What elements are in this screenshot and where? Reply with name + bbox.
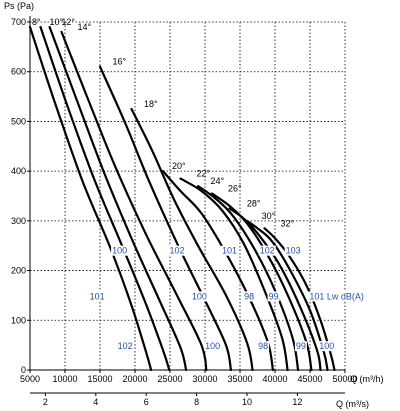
x2-tick-label: 2 [43, 397, 48, 407]
angle-label: 12° [61, 17, 75, 27]
axes: 0 100 200 300 400 500 600 700 5000 10000 15000 2000… [11, 16, 358, 407]
lw-label: 99 [269, 291, 279, 301]
x-tick-label: 25000 [157, 374, 182, 384]
y-tick-label: 400 [11, 166, 26, 176]
lw-label: 102 [260, 246, 275, 256]
x-tick-label: 35000 [227, 374, 252, 384]
angle-label: 28° [247, 198, 261, 208]
blade-angle-curves [28, 25, 336, 372]
lw-label-backing [116, 341, 134, 352]
curve-14-deg [60, 30, 208, 372]
curve-8-deg [28, 25, 153, 372]
angle-label: 16° [113, 57, 127, 67]
y-tick-label: 0 [21, 365, 26, 375]
curve-12-deg [48, 25, 188, 372]
x-tick-label: 10000 [52, 374, 77, 384]
angle-label: 30° [262, 211, 276, 221]
lw-label-backing [318, 341, 336, 352]
lw-label: 101 [90, 291, 105, 301]
angle-label: 14° [78, 22, 92, 32]
lw-label-backing [204, 341, 222, 352]
lw-label: 100 [319, 341, 334, 351]
lw-label-backing [88, 291, 106, 302]
x-tick-label: 45000 [297, 374, 322, 384]
curve-16-deg [98, 65, 232, 372]
lw-label: 100 [205, 341, 220, 351]
lw-label: 98 [258, 341, 268, 351]
x-tick-label: 20000 [122, 374, 147, 384]
x-tick-label: 30000 [192, 374, 217, 384]
angle-label: 8° [32, 17, 41, 27]
angle-label: 10° [50, 17, 64, 27]
lw-label-backing [243, 291, 256, 302]
lw-label-backing [294, 341, 307, 352]
lw-label: 98 [244, 291, 254, 301]
curve-32-deg [263, 227, 336, 372]
lw-label: 100 [112, 246, 127, 256]
x2-tick-label: 10 [242, 397, 252, 407]
curve-10-deg [39, 25, 171, 372]
lw-label: 99 [296, 341, 306, 351]
y-axis-title: Ps (Pa) [4, 1, 34, 11]
curve-28-deg [228, 207, 322, 372]
curve-30-deg [245, 219, 329, 372]
y-tick-label: 300 [11, 216, 26, 226]
lw-label-backing [257, 341, 270, 352]
lw-label: 102 [118, 341, 133, 351]
x-tick-label: 40000 [262, 374, 287, 384]
x2-tick-label: 8 [194, 397, 199, 407]
x-tick-label: 5000 [20, 374, 40, 384]
y-tick-label: 700 [11, 17, 26, 27]
x2-tick-label: 4 [93, 397, 98, 407]
x2-tick-label: 12 [292, 397, 302, 407]
y-tick-label: 500 [11, 116, 26, 126]
lw-label: 103 [286, 246, 301, 256]
curve-18-deg [130, 107, 254, 372]
x-axis-title: Q (m³/h) [350, 374, 384, 384]
y-tick-label: 600 [11, 67, 26, 77]
lw-label-backing [111, 245, 129, 256]
angle-label: 26° [228, 184, 242, 194]
blade-angle-labels: 8° 10°12° 14° 16° 18° 20° 22°24°26° 28°30° 32° [32, 17, 295, 228]
grid [30, 21, 346, 370]
lw-label-backing [267, 291, 280, 302]
angle-label: 24° [211, 176, 225, 186]
lw-label-backing [284, 245, 302, 256]
lw-label-backing [220, 245, 239, 256]
lw-label: 101 Lw dB(A) [309, 291, 364, 301]
sound-power-labels: 100 102 101 102 103 101 100 98 99 101 Lw dB(A) 102… [88, 245, 365, 352]
angle-label: 22° [197, 169, 211, 179]
x2-axis-title: Q (m³/s) [336, 399, 369, 409]
angle-label: 18° [144, 99, 158, 109]
lw-label-backing [308, 291, 365, 302]
lw-label: 102 [169, 246, 184, 256]
lw-label-backing [168, 245, 186, 256]
curve-24-deg [196, 185, 300, 372]
x-tick-label: 15000 [87, 374, 112, 384]
lw-label-backing [258, 245, 276, 256]
y-tick-label: 100 [11, 315, 26, 325]
angle-label: 32° [281, 218, 295, 228]
lw-label: 101 [222, 246, 237, 256]
lw-label-backing [190, 291, 208, 302]
x-tick-label: 50000 [332, 374, 357, 384]
y-tick-label: 200 [11, 266, 26, 276]
lw-label: 100 [192, 291, 207, 301]
x2-tick-label: 6 [144, 397, 149, 407]
curve-22-deg [179, 177, 289, 372]
angle-label: 20° [172, 161, 186, 171]
